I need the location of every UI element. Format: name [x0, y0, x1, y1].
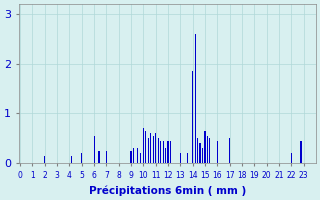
Bar: [93, 136, 95, 163]
Bar: [133, 148, 134, 163]
Bar: [155, 133, 156, 163]
Bar: [81, 153, 82, 163]
Bar: [157, 138, 159, 163]
Bar: [163, 141, 164, 163]
Bar: [148, 138, 149, 163]
Bar: [195, 34, 196, 163]
Bar: [160, 141, 161, 163]
Bar: [197, 138, 198, 163]
Bar: [137, 148, 138, 163]
Bar: [140, 153, 141, 163]
Bar: [180, 153, 181, 163]
Bar: [170, 141, 171, 163]
Bar: [202, 148, 203, 163]
Bar: [150, 133, 151, 163]
Bar: [106, 151, 107, 163]
Bar: [71, 156, 72, 163]
Bar: [153, 136, 154, 163]
Bar: [192, 71, 193, 163]
Bar: [229, 138, 230, 163]
Bar: [300, 141, 302, 163]
Bar: [167, 141, 169, 163]
Bar: [187, 153, 188, 163]
Bar: [131, 151, 132, 163]
Bar: [217, 141, 218, 163]
Bar: [145, 131, 146, 163]
Bar: [199, 143, 201, 163]
Bar: [99, 151, 100, 163]
Bar: [291, 153, 292, 163]
X-axis label: Précipitations 6min ( mm ): Précipitations 6min ( mm ): [89, 185, 246, 196]
Bar: [143, 128, 144, 163]
Bar: [44, 156, 45, 163]
Bar: [165, 148, 166, 163]
Bar: [209, 138, 211, 163]
Bar: [204, 131, 205, 163]
Bar: [207, 136, 208, 163]
